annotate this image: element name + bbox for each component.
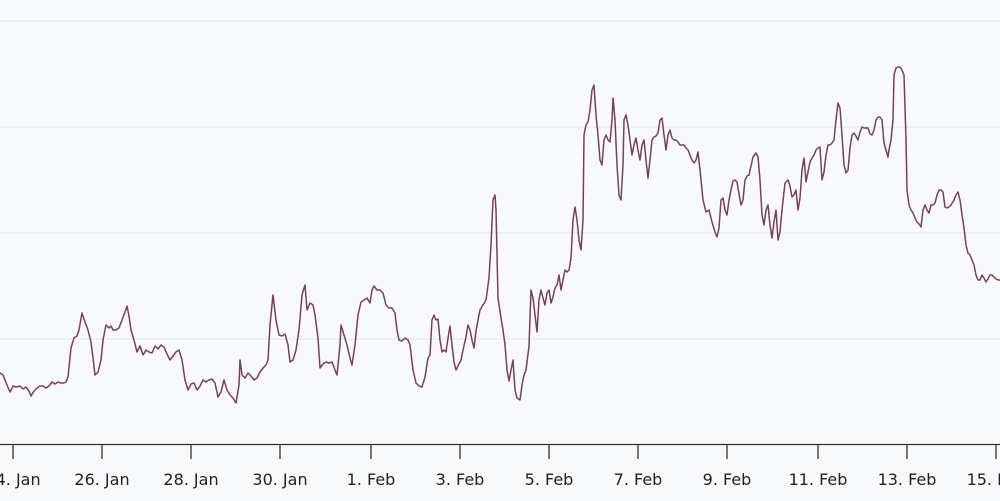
x-tick-label: 26. Jan: [74, 470, 129, 489]
x-tick-label: 13. Feb: [878, 470, 937, 489]
gridlines: [0, 20, 1000, 340]
x-tick-label: 28. Jan: [163, 470, 218, 489]
x-axis-ticks: 24. Jan 26. Jan 28. Jan 30. Jan 1. Feb 3. Feb…: [0, 445, 1000, 489]
x-tick-label: 3. Feb: [436, 470, 485, 489]
x-tick-label: 7. Feb: [614, 470, 663, 489]
x-tick-label: 11. Feb: [789, 470, 848, 489]
x-tick-label: 24. Jan: [0, 470, 41, 489]
data-line[interactable]: [0, 66, 1000, 404]
x-tick-label: 9. Feb: [703, 470, 752, 489]
x-tick-label: 5. Feb: [525, 470, 574, 489]
x-tick-label: 30. Jan: [252, 470, 307, 489]
x-tick-label: 15. Feb: [967, 470, 1000, 489]
x-tick-label: 1. Feb: [347, 470, 396, 489]
